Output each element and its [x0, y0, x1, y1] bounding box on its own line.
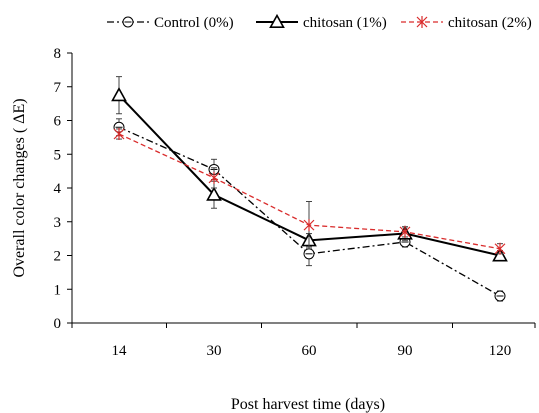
data-point	[206, 186, 222, 201]
x-axis-label: Post harvest time (days)	[231, 396, 385, 413]
x-tick-label: 90	[398, 343, 413, 359]
y-axis-label: Overall color changes ( ΔE)	[11, 98, 28, 277]
legend-label: Control (0%)	[154, 15, 234, 31]
series-3	[113, 128, 506, 255]
y-tick-label: 2	[54, 249, 62, 265]
data-point	[111, 87, 127, 102]
data-point	[492, 247, 508, 262]
series-group	[111, 76, 508, 302]
data-point	[303, 219, 315, 232]
legend-label: chitosan (1%)	[303, 15, 387, 31]
y-tick-label: 5	[54, 147, 62, 163]
legend-item-1: Control (0%)	[107, 15, 234, 31]
data-point	[416, 16, 428, 28]
axes: 0 1 2 3 4 5 6 7 8 14 30 60 90 120	[54, 46, 536, 359]
y-tick-label: 4	[54, 181, 62, 197]
y-tick-label: 0	[54, 316, 62, 332]
legend-item-2: chitosan (1%)	[256, 13, 387, 31]
legend-label: chitosan (2%)	[448, 15, 532, 31]
x-tick-label: 60	[302, 343, 317, 359]
y-tick-label: 3	[54, 215, 62, 231]
legend: Control (0%) chitosan (1%) chitosan (2%)	[107, 13, 532, 31]
y-tick-label: 1	[54, 282, 62, 298]
data-point	[113, 128, 125, 140]
data-point	[494, 242, 506, 255]
y-tick-label: 7	[54, 80, 62, 96]
x-tick-label: 120	[489, 343, 512, 359]
y-tick-label: 6	[54, 114, 62, 130]
x-tick-label: 14	[112, 343, 128, 359]
y-tick-label: 8	[54, 46, 62, 62]
data-point	[208, 171, 220, 184]
data-point	[399, 225, 411, 238]
x-tick-label: 30	[207, 343, 222, 359]
data-point	[269, 13, 285, 29]
legend-item-3: chitosan (2%)	[401, 15, 532, 31]
